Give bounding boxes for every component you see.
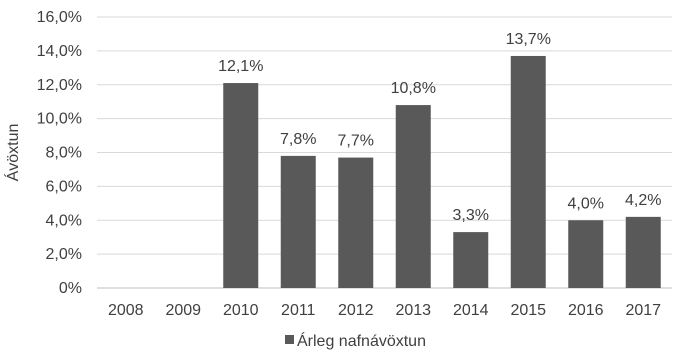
bar	[395, 105, 431, 288]
y-tick-labels: 0% 2,0% 4,0% 6,0% 8,0% 10,0% 12,0% 14,0% 16,0%	[37, 9, 82, 297]
data-label: 7,8%	[280, 131, 316, 148]
y-tick-label: 14,0%	[37, 43, 82, 60]
data-label: 4,0%	[568, 195, 604, 212]
data-label: 4,2%	[625, 192, 661, 209]
y-tick-label: 8,0%	[46, 145, 82, 162]
data-labels: 12,1% 7,8% 7,7% 10,8% 3,3% 13,7% 4,0% 4,2%	[218, 31, 661, 224]
data-label: 3,3%	[453, 207, 489, 224]
bar	[625, 216, 661, 288]
data-label: 12,1%	[218, 58, 263, 75]
legend-label: Árleg nafnávöxtun	[297, 331, 426, 350]
y-tick-label: 2,0%	[46, 246, 82, 263]
x-tick-label: 2014	[453, 302, 489, 319]
y-tick-label: 0%	[59, 280, 82, 297]
y-tick-label: 6,0%	[46, 178, 82, 195]
gridlines	[97, 16, 672, 289]
x-tick-label: 2011	[281, 302, 316, 319]
y-tick-label: 16,0%	[37, 9, 82, 26]
x-tick-label: 2015	[510, 302, 546, 319]
bars	[223, 55, 661, 289]
x-tick-label: 2010	[223, 302, 259, 319]
x-tick-label: 2012	[338, 302, 374, 319]
bar	[453, 232, 489, 288]
bar	[280, 155, 316, 288]
data-label: 13,7%	[506, 31, 551, 48]
data-label: 10,8%	[391, 80, 436, 97]
x-tick-label: 2009	[165, 302, 201, 319]
y-axis-label: Ávöxtun	[3, 124, 22, 182]
data-label: 7,7%	[338, 133, 374, 150]
x-tick-label: 2013	[395, 302, 431, 319]
legend: Árleg nafnávöxtun	[285, 331, 426, 350]
y-tick-label: 12,0%	[37, 77, 82, 94]
bar	[510, 55, 546, 288]
bar	[568, 220, 604, 288]
x-tick-label: 2017	[625, 302, 661, 319]
x-tick-label: 2008	[108, 302, 144, 319]
y-tick-label: 10,0%	[37, 111, 82, 128]
legend-swatch	[285, 335, 294, 344]
y-tick-label: 4,0%	[46, 212, 82, 229]
bar	[223, 83, 259, 289]
bar	[338, 157, 374, 288]
x-tick-labels: 2008 2009 2010 2011 2012 2013 2014 2015 2016 2017	[108, 302, 661, 319]
x-tick-label: 2016	[568, 302, 604, 319]
